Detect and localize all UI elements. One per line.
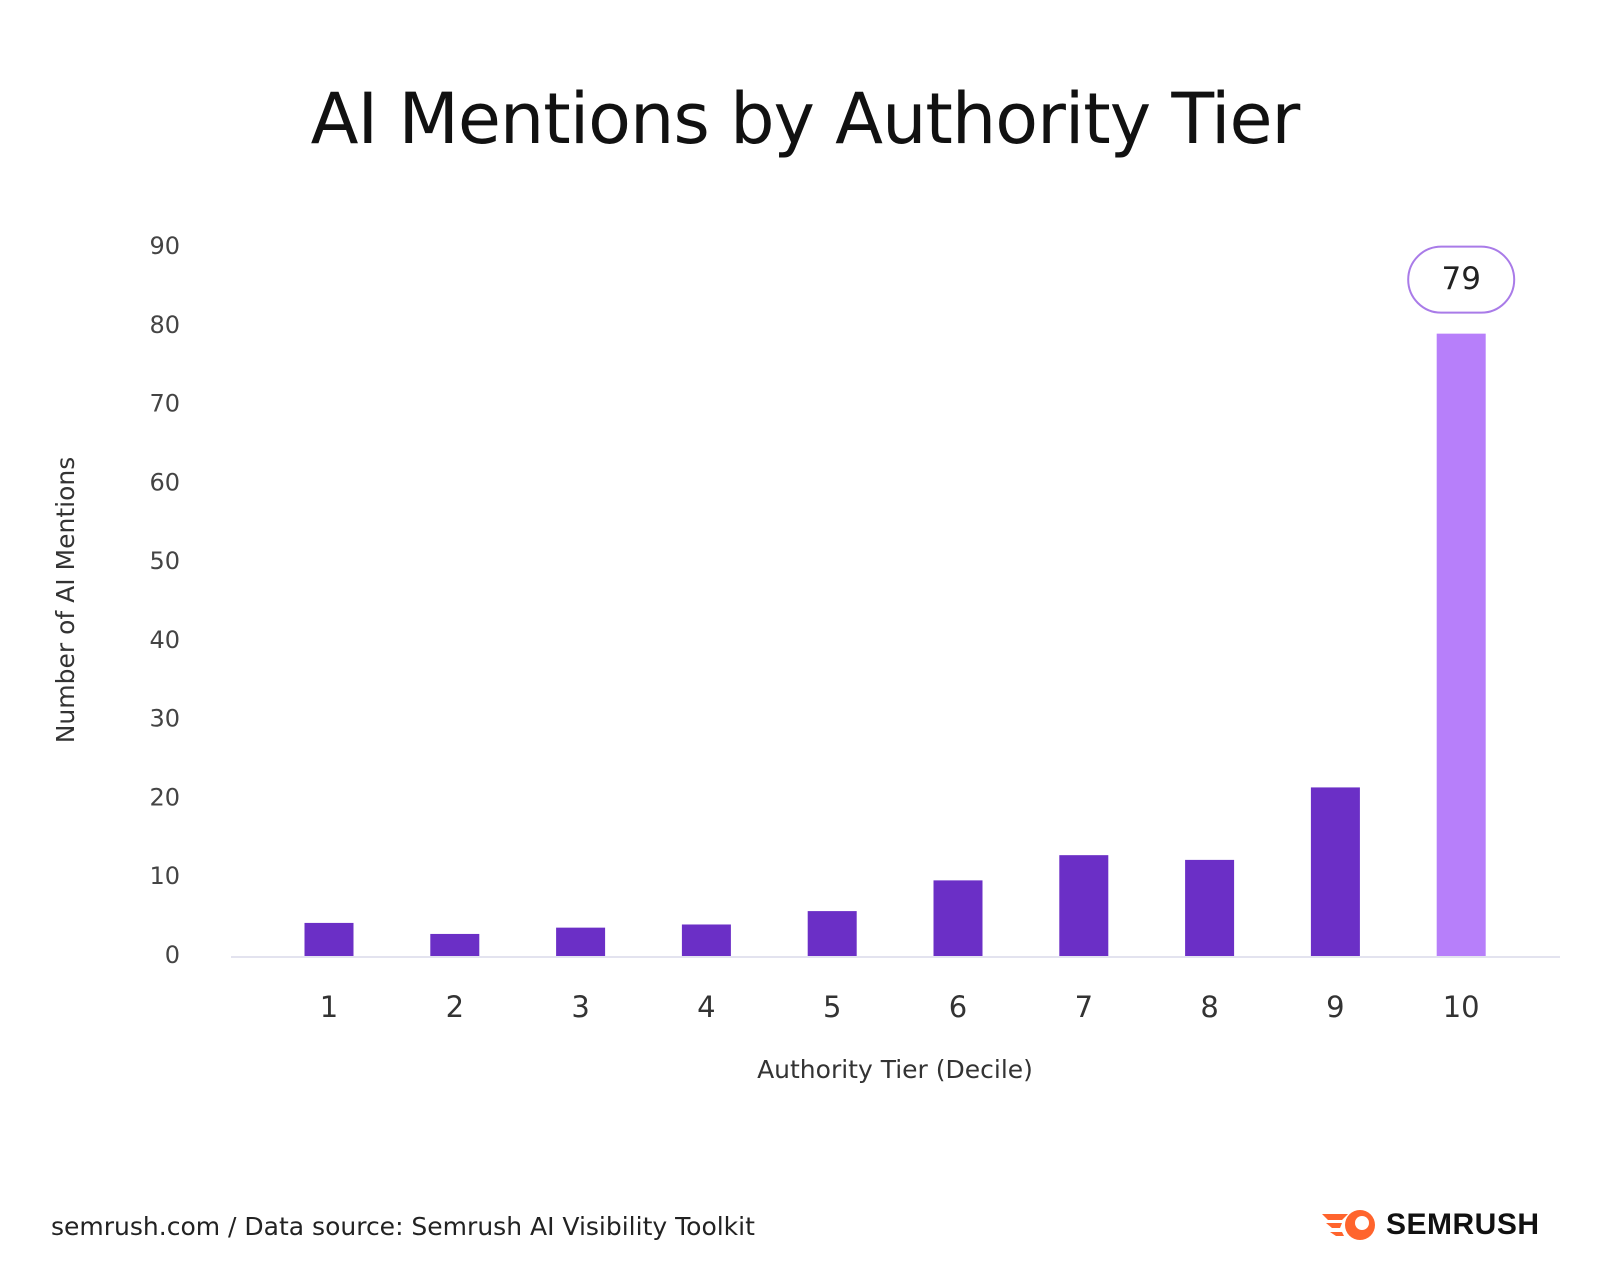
x-tick-label: 3 — [571, 990, 589, 1024]
bar-8 — [1185, 859, 1235, 956]
logo-text: SEMRUSH — [1386, 1208, 1540, 1241]
bar-6 — [933, 880, 983, 956]
x-tick-label: 6 — [949, 990, 967, 1024]
bar-1 — [304, 922, 354, 956]
x-tick-label: 9 — [1326, 990, 1344, 1024]
data-label-pill — [1407, 245, 1516, 314]
y-tick-label: 70 — [149, 390, 180, 418]
semrush-flame-icon — [1322, 1210, 1375, 1240]
x-tick-label: 7 — [1075, 990, 1093, 1024]
data-source-footer: semrush.com / Data source: Semrush AI Vi… — [51, 1212, 755, 1241]
y-axis-label: Number of AI Mentions — [51, 457, 80, 744]
y-tick-label: 30 — [149, 705, 180, 733]
x-tick-label: 2 — [446, 990, 464, 1024]
x-tick-label: 10 — [1443, 990, 1480, 1024]
bar-5 — [807, 911, 857, 956]
chart-title: AI Mentions by Authority Tier — [310, 78, 1301, 160]
data-label: 79 — [1441, 261, 1480, 297]
y-tick-label: 50 — [149, 547, 180, 575]
y-tick-label: 80 — [149, 311, 180, 339]
bar-10 — [1436, 333, 1486, 957]
bar-7 — [1059, 855, 1109, 956]
y-tick-label: 60 — [149, 468, 180, 496]
x-axis-label: Authority Tier (Decile) — [757, 1055, 1033, 1084]
x-tick-label: 8 — [1200, 990, 1218, 1024]
y-tick-label: 20 — [149, 783, 180, 811]
bar-4 — [681, 924, 731, 956]
y-tick-label: 0 — [165, 941, 180, 969]
x-tick-label: 5 — [823, 990, 841, 1024]
y-tick-label: 40 — [149, 626, 180, 654]
y-tick-label: 90 — [149, 232, 180, 260]
bar-9 — [1310, 787, 1360, 956]
y-tick-label: 10 — [149, 862, 180, 890]
x-tick-label: 4 — [697, 990, 715, 1024]
bar-2 — [430, 933, 480, 956]
x-tick-label: 1 — [320, 990, 338, 1024]
semrush-logo: SEMRUSH — [1322, 1208, 1540, 1242]
bar-3 — [556, 927, 606, 956]
